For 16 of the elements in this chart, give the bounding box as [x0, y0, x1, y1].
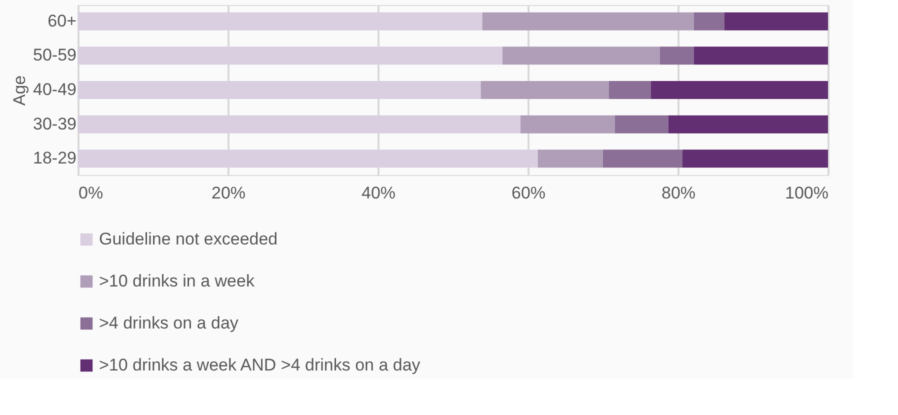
legend-label: Guideline not exceeded [99, 230, 278, 248]
x-tick-label: 60% [511, 184, 546, 202]
y-axis-title: Age [10, 75, 30, 106]
legend-label: >10 drinks in a week [99, 272, 255, 290]
y-tick-label: 40-49 [33, 80, 76, 99]
x-tick-label: 40% [361, 184, 396, 202]
y-tick-label: 30-39 [33, 114, 76, 134]
y-tick-label: 60+ [48, 11, 77, 30]
x-tick-label: 20% [211, 184, 246, 202]
x-tick-label: 80% [661, 184, 696, 202]
x-tick-label: 0% [78, 184, 104, 202]
x-tick-label: 100% [785, 184, 828, 202]
y-tick-label: 50-59 [33, 46, 76, 65]
y-tick-label: 18-29 [33, 148, 76, 168]
legend-label: >10 drinks a week AND >4 drinks on a day [99, 356, 421, 374]
legend-label: >4 drinks on a day [99, 314, 239, 332]
